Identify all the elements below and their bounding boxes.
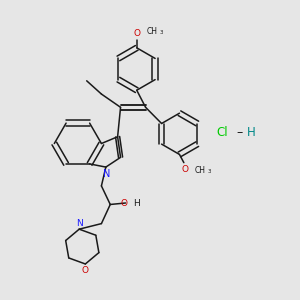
Text: CH: CH bbox=[194, 166, 205, 175]
Text: CH: CH bbox=[146, 27, 157, 36]
Text: 3: 3 bbox=[207, 169, 211, 174]
Text: N: N bbox=[76, 219, 83, 228]
Text: O: O bbox=[121, 199, 128, 208]
Text: O: O bbox=[133, 29, 140, 38]
Text: H: H bbox=[247, 126, 256, 139]
Text: H: H bbox=[133, 199, 140, 208]
Text: N: N bbox=[103, 169, 110, 179]
Text: –: – bbox=[237, 126, 243, 139]
Text: O: O bbox=[181, 165, 188, 174]
Text: 3: 3 bbox=[160, 30, 163, 35]
Text: O: O bbox=[82, 266, 89, 275]
Text: Cl: Cl bbox=[216, 126, 228, 139]
